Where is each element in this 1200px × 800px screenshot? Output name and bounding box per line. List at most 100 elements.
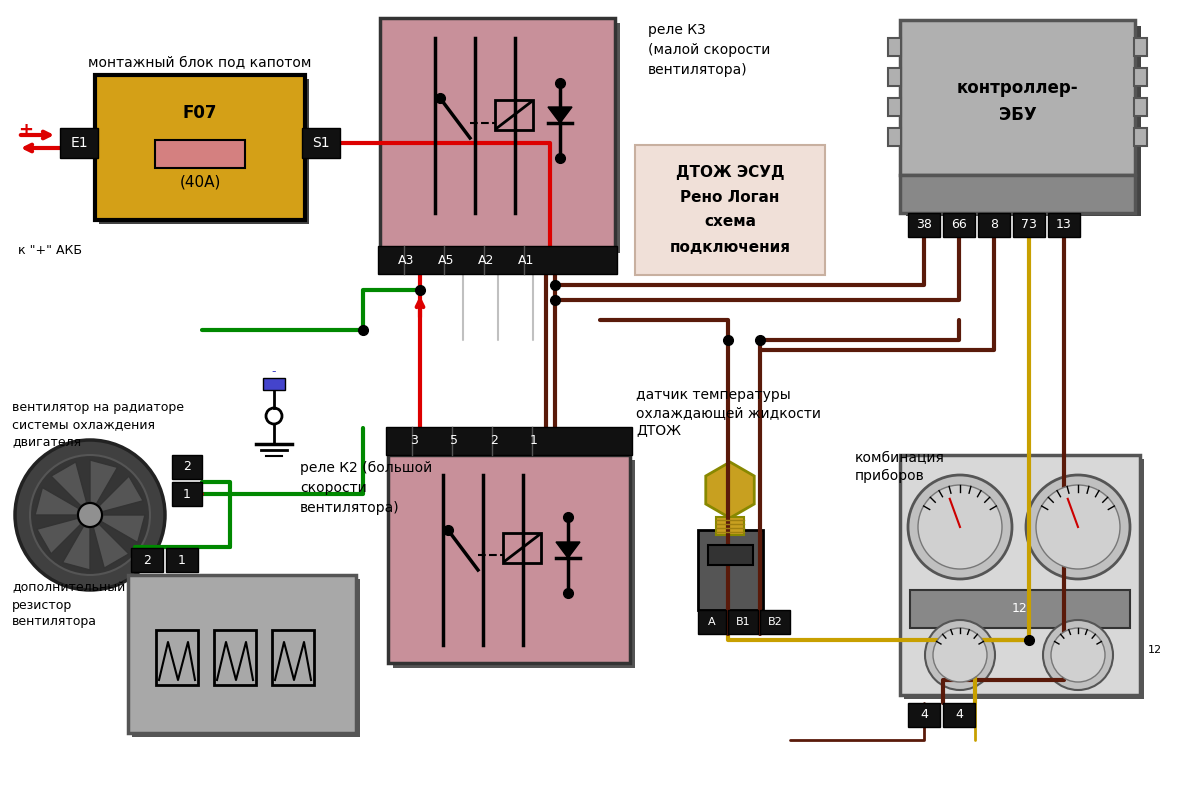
Polygon shape bbox=[35, 487, 79, 515]
Polygon shape bbox=[101, 515, 145, 542]
Bar bbox=[1013, 213, 1045, 237]
Bar bbox=[910, 590, 1130, 628]
Circle shape bbox=[1036, 485, 1120, 569]
Bar bbox=[302, 128, 340, 158]
Circle shape bbox=[925, 620, 995, 690]
Bar bbox=[728, 610, 758, 634]
Bar bbox=[716, 517, 744, 535]
Text: 12: 12 bbox=[1012, 602, 1028, 615]
Text: 1: 1 bbox=[184, 487, 191, 501]
Bar bbox=[1134, 68, 1147, 86]
Text: двигателя: двигателя bbox=[12, 435, 82, 449]
Text: A2: A2 bbox=[478, 254, 494, 266]
Circle shape bbox=[78, 503, 102, 527]
Circle shape bbox=[918, 485, 1002, 569]
Text: Рено Логан: Рено Логан bbox=[680, 190, 780, 205]
Circle shape bbox=[1043, 620, 1114, 690]
Bar bbox=[60, 128, 98, 158]
Bar bbox=[272, 630, 314, 685]
Text: B1: B1 bbox=[736, 617, 750, 627]
Bar bbox=[943, 213, 974, 237]
Text: F07: F07 bbox=[182, 104, 217, 122]
Bar bbox=[708, 545, 754, 565]
Bar bbox=[172, 482, 202, 506]
Text: резистор: резистор bbox=[12, 598, 72, 611]
Text: 1: 1 bbox=[530, 434, 538, 447]
Text: -: - bbox=[271, 366, 276, 378]
Text: 5: 5 bbox=[450, 434, 458, 447]
Text: 13: 13 bbox=[1056, 218, 1072, 231]
Circle shape bbox=[1051, 628, 1105, 682]
Bar bbox=[503, 533, 541, 563]
Text: монтажный блок под капотом: монтажный блок под капотом bbox=[89, 56, 312, 70]
Text: приборов: приборов bbox=[854, 469, 925, 483]
Text: комбинация: комбинация bbox=[854, 451, 944, 465]
Bar bbox=[132, 579, 360, 737]
Bar bbox=[900, 175, 1135, 213]
Circle shape bbox=[1026, 475, 1130, 579]
Text: B2: B2 bbox=[768, 617, 782, 627]
Text: A3: A3 bbox=[398, 254, 414, 266]
Text: ЭБУ: ЭБУ bbox=[998, 106, 1037, 124]
Text: вентилятора): вентилятора) bbox=[648, 63, 748, 77]
Bar bbox=[888, 128, 901, 146]
Bar bbox=[1134, 98, 1147, 116]
Text: охлаждающей жидкости: охлаждающей жидкости bbox=[636, 406, 821, 420]
Text: +: + bbox=[18, 121, 34, 139]
Text: вентилятора: вентилятора bbox=[12, 615, 97, 629]
Text: 4: 4 bbox=[920, 709, 928, 722]
Polygon shape bbox=[100, 476, 143, 512]
Text: (40A): (40A) bbox=[179, 174, 221, 190]
Bar bbox=[155, 140, 245, 168]
Bar bbox=[908, 213, 940, 237]
Text: 4: 4 bbox=[955, 709, 962, 722]
Bar bbox=[385, 23, 620, 253]
Bar bbox=[172, 455, 202, 479]
Text: 2: 2 bbox=[143, 554, 151, 566]
Bar bbox=[156, 630, 198, 685]
Bar bbox=[263, 378, 286, 390]
Text: 2: 2 bbox=[184, 461, 191, 474]
Bar bbox=[388, 455, 630, 663]
Bar bbox=[888, 68, 901, 86]
Bar bbox=[698, 610, 726, 634]
Text: дополнительный: дополнительный bbox=[12, 582, 125, 594]
Polygon shape bbox=[706, 462, 755, 518]
Bar bbox=[978, 213, 1010, 237]
Bar bbox=[214, 630, 256, 685]
Bar bbox=[904, 459, 1144, 699]
Text: 12: 12 bbox=[1148, 645, 1162, 655]
Text: 66: 66 bbox=[952, 218, 967, 231]
Bar bbox=[698, 530, 763, 610]
Text: ДТОЖ ЭСУД: ДТОЖ ЭСУД bbox=[676, 165, 785, 179]
Bar bbox=[98, 79, 310, 224]
Text: A: A bbox=[708, 617, 716, 627]
Bar bbox=[166, 548, 198, 572]
Bar bbox=[380, 18, 616, 248]
Bar bbox=[1134, 128, 1147, 146]
Polygon shape bbox=[37, 518, 80, 554]
Bar bbox=[394, 460, 635, 668]
Circle shape bbox=[934, 628, 986, 682]
Circle shape bbox=[30, 455, 150, 575]
Bar bbox=[900, 20, 1135, 175]
Bar bbox=[496, 100, 533, 130]
Text: 1: 1 bbox=[178, 554, 186, 566]
Text: вентилятора): вентилятора) bbox=[300, 501, 400, 515]
Text: 38: 38 bbox=[916, 218, 932, 231]
Text: 73: 73 bbox=[1021, 218, 1037, 231]
Bar bbox=[378, 246, 617, 274]
Bar bbox=[906, 26, 1141, 216]
Bar bbox=[900, 455, 1140, 695]
Bar bbox=[888, 98, 901, 116]
Text: реле К3: реле К3 bbox=[648, 23, 706, 37]
Circle shape bbox=[908, 475, 1012, 579]
Text: 8: 8 bbox=[990, 218, 998, 231]
Text: реле К2 (большой: реле К2 (большой bbox=[300, 461, 432, 475]
Text: системы охлаждения: системы охлаждения bbox=[12, 418, 155, 431]
Text: ДТОЖ: ДТОЖ bbox=[636, 423, 682, 437]
Text: (малой скорости: (малой скорости bbox=[648, 43, 770, 57]
Text: схема: схема bbox=[704, 214, 756, 230]
Text: подключения: подключения bbox=[670, 239, 791, 254]
Text: S1: S1 bbox=[312, 136, 330, 150]
